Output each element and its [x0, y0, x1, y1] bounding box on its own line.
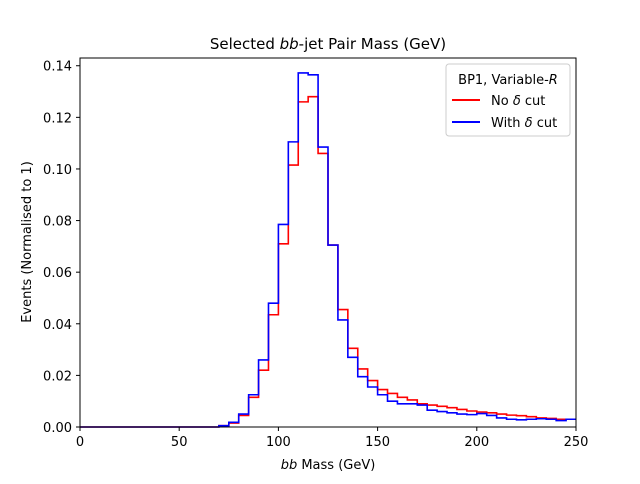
legend-label-no-delta-cut: No δ cut — [491, 94, 545, 109]
y-tick-label: 0.00 — [43, 421, 72, 436]
x-tick-label: 250 — [564, 435, 589, 450]
x-tick-label: 200 — [464, 435, 489, 450]
x-tick-label: 0 — [76, 435, 84, 450]
y-tick-label: 0.08 — [43, 215, 72, 230]
legend: BP1, Variable-R No δ cut With δ cut — [445, 63, 571, 137]
y-tick-label: 0.12 — [43, 111, 72, 126]
x-axis-label: bb Mass (GeV) — [281, 458, 376, 473]
y-tick-label: 0.02 — [43, 369, 72, 384]
y-tick-label: 0.10 — [43, 163, 72, 178]
axes-frame — [79, 57, 577, 428]
legend-box — [445, 63, 571, 137]
x-tick-label: 50 — [171, 435, 188, 450]
x-tick-label: 100 — [266, 435, 291, 450]
plot-area — [79, 57, 577, 428]
y-tick-label: 0.06 — [43, 266, 72, 281]
chart-title: Selected bb-jet Pair Mass (GeV) — [210, 35, 446, 53]
legend-label-with-delta-cut: With δ cut — [491, 116, 557, 131]
y-tick-label: 0.04 — [43, 318, 72, 333]
y-axis-label: Events (Normalised to 1) — [20, 161, 35, 323]
legend-title: BP1, Variable-R — [458, 73, 558, 88]
x-tick-label: 150 — [365, 435, 390, 450]
y-axis: 0.00 0.02 0.04 0.06 0.08 0.10 0.12 0.14 — [43, 60, 80, 436]
y-tick-label: 0.14 — [43, 60, 72, 75]
x-axis: 0 50 100 150 200 250 — [76, 427, 589, 450]
